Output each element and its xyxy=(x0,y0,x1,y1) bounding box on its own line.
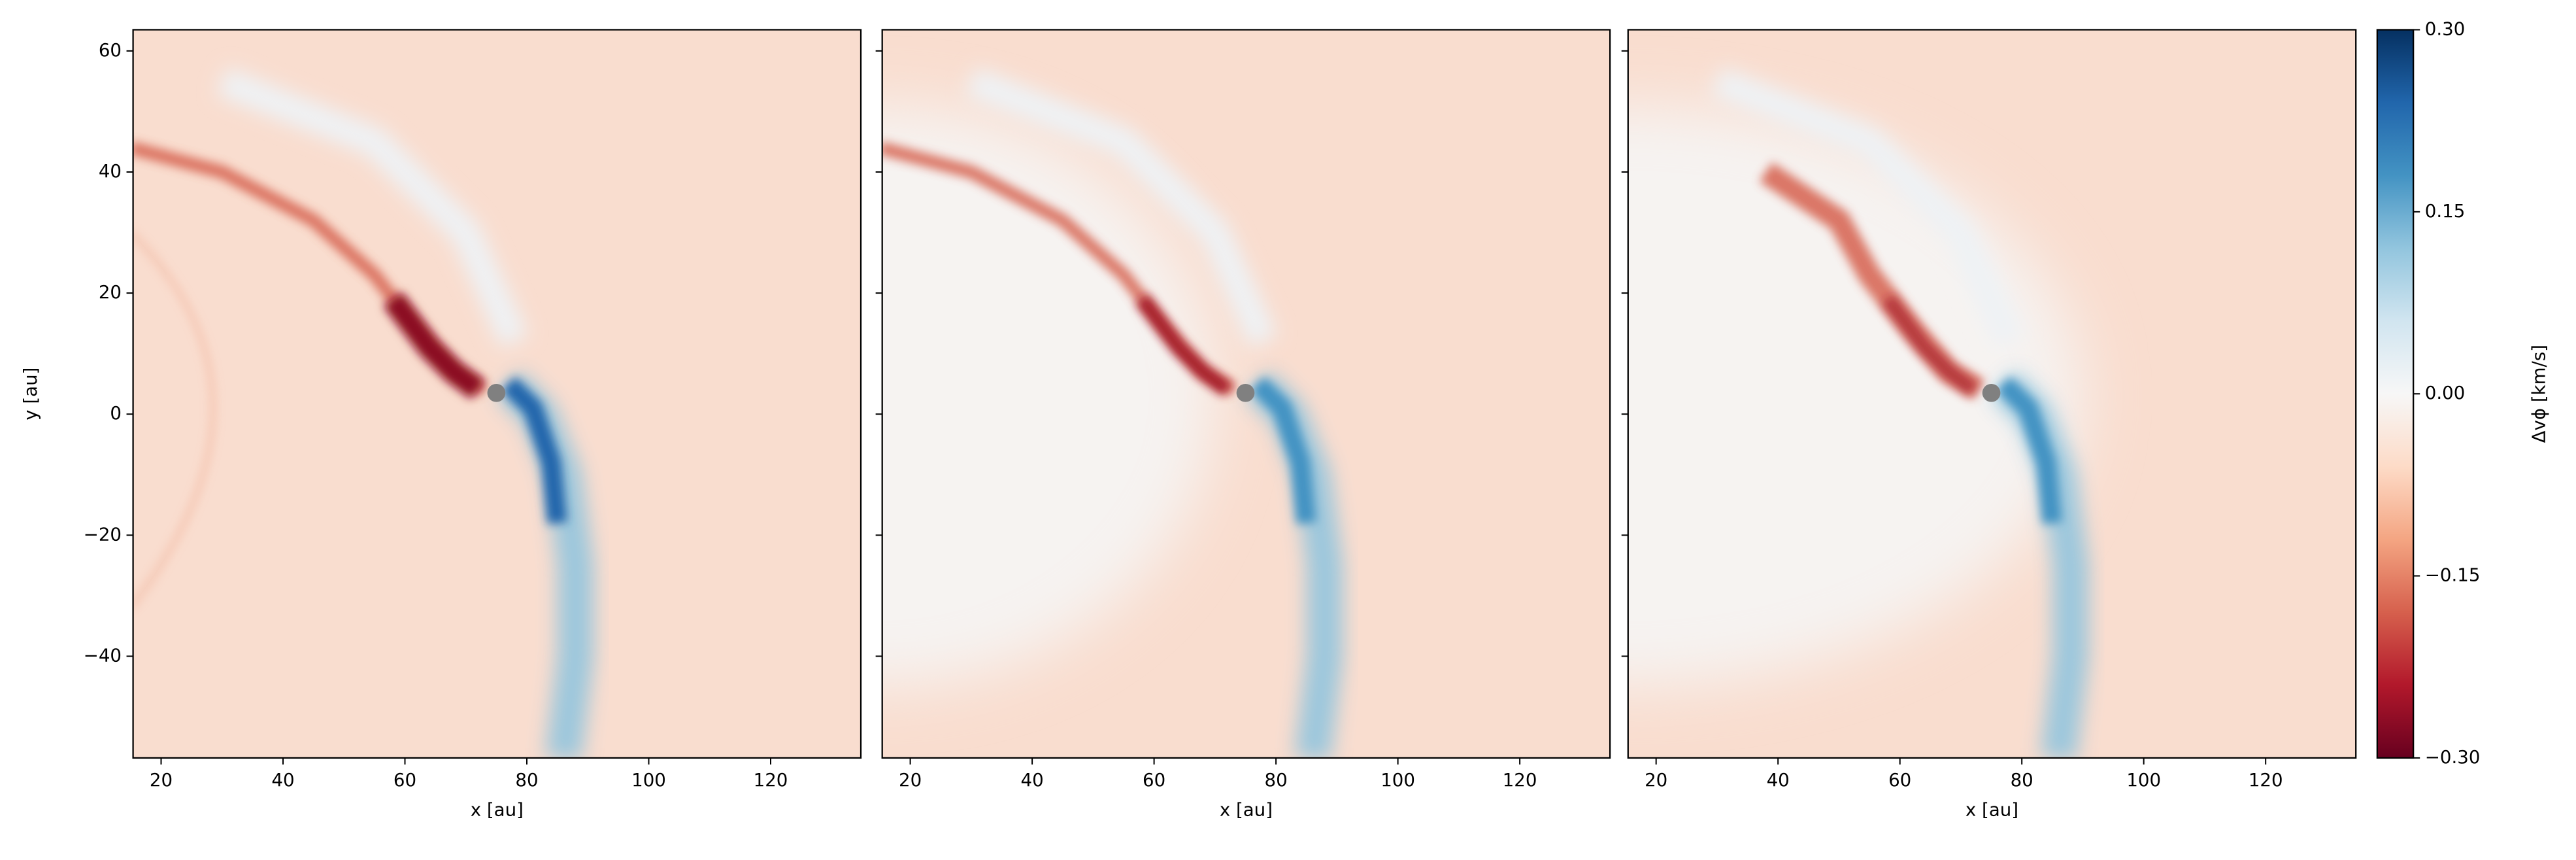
y-tick-label: 0 xyxy=(110,402,122,424)
x-tick-label: 120 xyxy=(754,769,788,791)
x-tick-label: 60 xyxy=(1888,769,1911,791)
blue-core xyxy=(501,377,567,525)
planet xyxy=(487,383,506,402)
y-tick-label: 40 xyxy=(99,160,122,182)
y-axis-label: y [au] xyxy=(20,368,41,421)
blue-halo xyxy=(1711,67,2024,348)
heatmap xyxy=(133,29,861,758)
x-tick-label: 80 xyxy=(1265,769,1288,791)
x-tick-label: 120 xyxy=(2249,769,2283,791)
y-tick-label: −40 xyxy=(84,644,122,666)
y-tick-label: 20 xyxy=(99,281,122,303)
x-tick-label: 80 xyxy=(515,769,538,791)
colorbar-tick-label: 0.00 xyxy=(2425,382,2466,404)
blue-core xyxy=(1250,377,1316,525)
y-tick-label: 60 xyxy=(99,39,122,61)
cavity xyxy=(882,105,1215,687)
x-tick-label: 40 xyxy=(1021,769,1044,791)
x-tick-label: 40 xyxy=(1767,769,1790,791)
colorbar-tick-label: −0.30 xyxy=(2425,746,2481,768)
red-core xyxy=(383,292,485,400)
x-tick-label: 80 xyxy=(2011,769,2033,791)
axes-frame xyxy=(881,29,1611,759)
axes-frame xyxy=(1627,29,2357,759)
x-axis-label: x [au] xyxy=(1220,799,1273,820)
x-tick-label: 100 xyxy=(1380,769,1415,791)
blue-halo xyxy=(216,67,528,348)
x-axis-label: x [au] xyxy=(1965,799,2018,820)
colorbar-tick-label: −0.15 xyxy=(2425,564,2481,586)
planet xyxy=(1982,383,2001,402)
red-core xyxy=(1135,294,1232,396)
x-tick-label: 20 xyxy=(150,769,173,791)
x-tick-label: 60 xyxy=(393,769,416,791)
x-tick-label: 20 xyxy=(899,769,922,791)
x-tick-label: 20 xyxy=(1645,769,1667,791)
heatmap xyxy=(882,29,1611,758)
x-axis-label: x [au] xyxy=(471,799,524,820)
colorbar-tick-label: 0.15 xyxy=(2425,200,2466,222)
x-tick-label: 100 xyxy=(631,769,666,791)
ring xyxy=(133,231,216,609)
axes-frame xyxy=(132,29,862,759)
x-tick-label: 120 xyxy=(1503,769,1537,791)
planet xyxy=(1236,383,1255,402)
x-tick-label: 100 xyxy=(2126,769,2161,791)
colorbar xyxy=(2377,29,2414,758)
x-tick-label: 60 xyxy=(1143,769,1165,791)
blue-core xyxy=(1996,377,2062,525)
colorbar-tick-label: 0.30 xyxy=(2425,18,2466,39)
blue-halo xyxy=(965,67,1278,348)
x-tick-label: 40 xyxy=(271,769,294,791)
y-tick-label: −20 xyxy=(84,523,122,545)
red-core xyxy=(1882,294,1978,396)
colorbar-label: Δvϕ [km/s] xyxy=(2528,345,2550,443)
